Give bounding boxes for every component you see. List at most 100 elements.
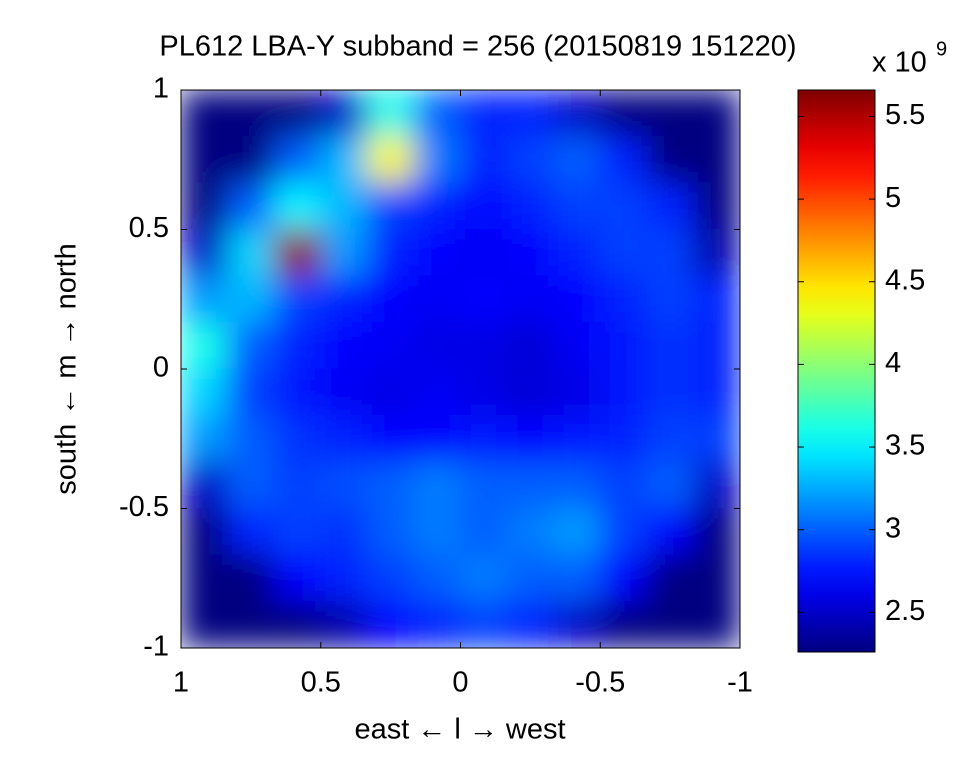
heat-cell	[181, 554, 229, 602]
heat-cell	[413, 136, 461, 184]
heat-cell	[181, 368, 229, 416]
heat-cell	[413, 229, 461, 277]
x-tick-label: -1	[727, 667, 753, 699]
heat-cell	[273, 415, 322, 463]
heat-cell	[413, 322, 461, 370]
heat-cell	[413, 461, 461, 509]
heat-cell	[273, 601, 322, 648]
heat-cell	[460, 322, 508, 370]
heat-cell	[413, 182, 461, 230]
heat-cell	[460, 415, 508, 463]
colorbar-tick-label: 3	[885, 512, 901, 544]
heat-cell	[460, 229, 508, 277]
heat-cell	[227, 229, 275, 277]
heat-cell	[366, 275, 415, 323]
heat-cell	[692, 322, 740, 370]
heat-cell	[273, 461, 322, 509]
heat-cell	[227, 508, 275, 556]
heat-cell	[366, 182, 415, 230]
heat-cell	[599, 554, 648, 602]
heat-cell	[320, 461, 368, 509]
heat-cell	[646, 275, 694, 323]
heat-cell	[646, 90, 694, 137]
heat-cell	[181, 508, 229, 556]
x-tick-label: -0.5	[575, 667, 625, 699]
heat-cell	[181, 90, 229, 137]
heat-cell	[320, 368, 368, 416]
heat-cell	[599, 90, 648, 137]
heat-cell	[413, 601, 461, 648]
colorbar-tick-label: 5.5	[885, 99, 925, 131]
heat-cell	[460, 136, 508, 184]
heat-cell	[646, 461, 694, 509]
heat-cell	[460, 368, 508, 416]
heat-cell	[506, 136, 555, 184]
heat-cell	[646, 136, 694, 184]
x-axis-label: east ← l → west	[354, 714, 565, 746]
heat-cell	[413, 554, 461, 602]
heat-cell	[366, 554, 415, 602]
heat-cell	[692, 136, 740, 184]
heat-cell	[506, 368, 555, 416]
heat-cell	[553, 275, 601, 323]
heat-cell	[506, 182, 555, 230]
heat-cell	[460, 90, 508, 137]
heat-cell	[320, 554, 368, 602]
heat-cell	[460, 275, 508, 323]
heat-cell	[181, 275, 229, 323]
heat-cell	[460, 554, 508, 602]
heat-cell	[273, 322, 322, 370]
heat-cell	[320, 601, 368, 648]
heat-cell	[692, 461, 740, 509]
colorbar-tick-label: 4.5	[885, 264, 925, 296]
heat-cell	[273, 554, 322, 602]
heat-cell	[553, 368, 601, 416]
heat-cell	[599, 322, 648, 370]
heat-cell	[366, 136, 415, 184]
y-tick-label: -0.5	[119, 491, 169, 523]
heat-cell	[460, 461, 508, 509]
heat-cell	[181, 229, 229, 277]
heat-cell	[273, 275, 322, 323]
heat-cell	[227, 275, 275, 323]
heat-cell	[460, 601, 508, 648]
heat-cell	[553, 461, 601, 509]
y-tick-label: 0	[153, 352, 169, 384]
heat-cell	[692, 90, 740, 137]
heat-cell	[320, 229, 368, 277]
heat-cell	[553, 136, 601, 184]
colorbar-tick-label: 3.5	[885, 430, 925, 462]
heat-cell	[553, 322, 601, 370]
heat-cell	[366, 461, 415, 509]
heat-cell	[366, 601, 415, 648]
heat-cell	[553, 554, 601, 602]
heat-cell	[599, 136, 648, 184]
heat-cell	[273, 368, 322, 416]
heat-cell	[553, 90, 601, 137]
heat-cell	[227, 322, 275, 370]
heat-cell	[646, 601, 694, 648]
heat-cell	[366, 322, 415, 370]
heatmap-image	[181, 90, 740, 648]
heat-cell	[553, 415, 601, 463]
heat-cell	[366, 229, 415, 277]
colorbar-exponent: 9	[936, 38, 947, 60]
y-tick-label: -1	[143, 631, 169, 663]
heat-cell	[506, 601, 555, 648]
heat-cell	[320, 322, 368, 370]
heat-cell	[181, 601, 229, 648]
heat-cell	[227, 554, 275, 602]
heat-cell	[599, 415, 648, 463]
heat-cell	[553, 182, 601, 230]
heat-cell	[366, 90, 415, 137]
heat-cell	[692, 368, 740, 416]
heat-cell	[273, 136, 322, 184]
heat-cell	[460, 508, 508, 556]
x-tick-label: 0	[452, 667, 468, 699]
heat-cell	[413, 90, 461, 137]
heat-cell	[599, 601, 648, 648]
heat-cell	[692, 508, 740, 556]
heat-cell	[646, 554, 694, 602]
y-axis-label: south ← m → north	[51, 243, 83, 494]
